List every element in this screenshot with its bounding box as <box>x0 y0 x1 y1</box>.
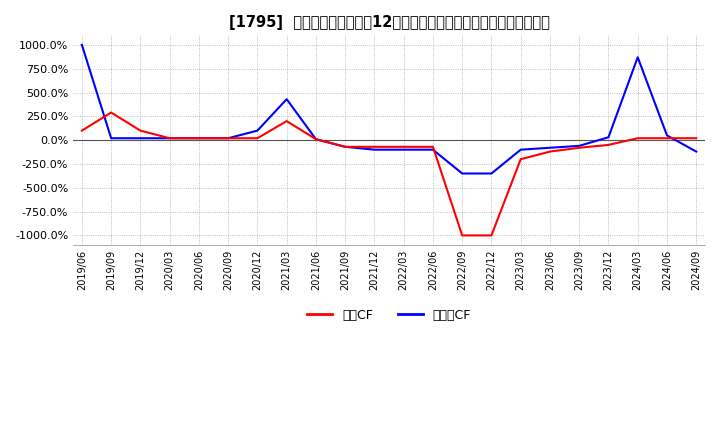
フリーCF <box>662 133 671 138</box>
フリーCF <box>312 136 320 142</box>
営業CF <box>428 144 437 150</box>
フリーCF <box>282 96 291 102</box>
フリーCF <box>107 136 115 141</box>
フリーCF <box>253 128 262 133</box>
フリーCF <box>136 136 145 141</box>
フリーCF <box>634 55 642 60</box>
フリーCF <box>78 42 86 48</box>
Line: 営業CF: 営業CF <box>82 113 696 235</box>
フリーCF <box>692 149 701 154</box>
フリーCF <box>487 171 496 176</box>
フリーCF <box>341 144 349 150</box>
フリーCF <box>428 147 437 152</box>
営業CF <box>634 136 642 141</box>
営業CF <box>136 128 145 133</box>
フリーCF <box>458 171 467 176</box>
営業CF <box>575 145 583 150</box>
Title: [1795]  キャッシュフローの12か月移動合計の対前年同期増減率の推移: [1795] キャッシュフローの12か月移動合計の対前年同期増減率の推移 <box>229 15 549 30</box>
営業CF <box>253 136 262 141</box>
営業CF <box>458 233 467 238</box>
フリーCF <box>370 147 379 152</box>
営業CF <box>224 136 233 141</box>
フリーCF <box>194 136 203 141</box>
営業CF <box>194 136 203 141</box>
営業CF <box>546 149 554 154</box>
営業CF <box>400 144 408 150</box>
営業CF <box>282 118 291 124</box>
営業CF <box>166 136 174 141</box>
Line: フリーCF: フリーCF <box>82 45 696 173</box>
フリーCF <box>546 145 554 150</box>
フリーCF <box>516 147 525 152</box>
営業CF <box>516 157 525 162</box>
営業CF <box>312 136 320 142</box>
営業CF <box>692 136 701 141</box>
フリーCF <box>166 136 174 141</box>
フリーCF <box>400 147 408 152</box>
営業CF <box>604 142 613 147</box>
営業CF <box>78 128 86 133</box>
営業CF <box>107 110 115 115</box>
営業CF <box>370 144 379 150</box>
フリーCF <box>224 136 233 141</box>
営業CF <box>341 144 349 150</box>
営業CF <box>662 136 671 141</box>
営業CF <box>487 233 496 238</box>
Legend: 営業CF, フリーCF: 営業CF, フリーCF <box>302 304 476 327</box>
フリーCF <box>604 135 613 140</box>
フリーCF <box>575 143 583 149</box>
